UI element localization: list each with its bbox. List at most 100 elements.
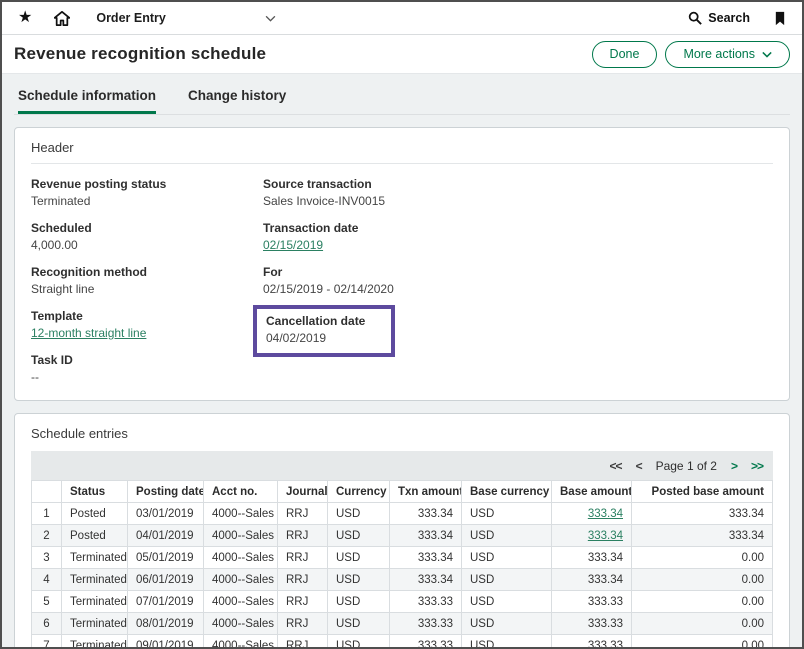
column-header-currency: Currency <box>327 480 390 503</box>
field-label: For <box>263 265 283 279</box>
pagination-prev-button[interactable]: < <box>635 458 643 473</box>
field-value: Sales Invoice-INV0015 <box>263 194 386 208</box>
cell-posted-base-amount: 0.00 <box>631 612 773 635</box>
cell-acct-no: 4000--Sales <box>203 502 278 525</box>
table-row: 4 Terminated 06/01/2019 4000--Sales RRJ USD 33… <box>31 568 773 591</box>
table-row: 1 Posted 03/01/2019 4000--Sales RRJ USD 333.34… <box>31 502 773 525</box>
table-header-row: Status Posting date Acct no. Journal Currenc… <box>31 480 773 503</box>
field-template: Template 12-month straight line <box>31 309 263 340</box>
header-card-title: Header <box>31 140 773 164</box>
field-value: 02/15/2019 <box>263 238 773 252</box>
cell-currency: USD <box>327 502 390 525</box>
done-button[interactable]: Done <box>591 40 658 68</box>
search-button[interactable]: Search <box>688 11 750 25</box>
pagination-first-button[interactable]: << <box>609 458 623 473</box>
cell-base-amount: 333.33 <box>551 634 632 647</box>
tab-schedule-information[interactable]: Schedule information <box>18 88 157 114</box>
cell-base-amount: 333.34 <box>551 546 632 569</box>
cell-posted-base-amount: 0.00 <box>631 546 773 569</box>
cell-base-amount: 333.34 <box>551 524 632 547</box>
cell-txn-amount: 333.34 <box>389 502 462 525</box>
column-header-row-number <box>31 480 62 503</box>
cell-base-currency: USD <box>461 502 552 525</box>
topbar: ★ Order Entry Search <box>2 2 802 35</box>
cell-journal: RRJ <box>277 612 328 635</box>
field-value: 4,000.00 <box>31 238 78 252</box>
table-row: 7 Terminated 09/01/2019 4000--Sales RRJ USD 33… <box>31 634 773 647</box>
cell-base-currency: USD <box>461 524 552 547</box>
cell-base-currency: USD <box>461 634 552 647</box>
module-dropdown[interactable]: Order Entry <box>96 11 276 25</box>
template-link[interactable]: 12-month straight line <box>31 326 147 340</box>
bookmark-icon[interactable] <box>774 11 786 26</box>
column-header-acct-no: Acct no. <box>203 480 278 503</box>
field-value: Straight line <box>31 282 95 296</box>
base-amount-link[interactable]: 333.34 <box>587 507 623 520</box>
home-icon[interactable] <box>54 10 71 26</box>
cell-acct-no: 4000--Sales <box>203 634 278 647</box>
cell-currency: USD <box>327 546 390 569</box>
field-source-transaction: Source transaction Sales Invoice-INV0015 <box>263 177 773 208</box>
cell-txn-amount: 333.34 <box>389 568 462 591</box>
tab-bar: Schedule information Change history <box>14 74 790 115</box>
column-header-posting-date: Posting date <box>127 480 204 503</box>
cell-base-amount: 333.33 <box>551 612 632 635</box>
pagination-last-button[interactable]: >> <box>750 458 764 473</box>
cell-txn-amount: 333.34 <box>389 546 462 569</box>
cell-posting-date: 07/01/2019 <box>127 590 204 613</box>
page-actions: Done More actions <box>591 40 790 68</box>
page-content: Schedule information Change history Head… <box>2 74 802 647</box>
cell-currency: USD <box>327 590 390 613</box>
field-label: Template <box>31 309 83 323</box>
base-amount-link[interactable]: 333.34 <box>587 529 623 542</box>
header-fields: Revenue posting status Terminated Schedule… <box>31 164 773 384</box>
field-value: Terminated <box>31 194 91 208</box>
cell-status: Terminated <box>61 590 128 613</box>
cell-currency: USD <box>327 568 390 591</box>
cell-row-number: 4 <box>31 568 62 591</box>
pagination-next-button[interactable]: > <box>730 458 738 473</box>
column-header-journal: Journal <box>277 480 328 503</box>
cell-base-currency: USD <box>461 612 552 635</box>
column-header-txn-amount: Txn amount <box>389 480 462 503</box>
cell-row-number: 1 <box>31 502 62 525</box>
table-row: 3 Terminated 05/01/2019 4000--Sales RRJ USD 33… <box>31 546 773 569</box>
chevron-down-icon <box>762 51 772 58</box>
field-scheduled: Scheduled 4,000.00 <box>31 221 263 252</box>
tab-change-history[interactable]: Change history <box>188 88 287 103</box>
more-actions-button[interactable]: More actions <box>665 40 790 68</box>
cell-posting-date: 04/01/2019 <box>127 524 204 547</box>
cell-posted-base-amount: 0.00 <box>631 590 773 613</box>
field-label: Revenue posting status <box>31 177 167 191</box>
field-value: 04/02/2019 <box>266 331 327 345</box>
header-card: Header Revenue posting status Terminated S… <box>14 127 790 401</box>
cell-acct-no: 4000--Sales <box>203 568 278 591</box>
cell-acct-no: 4000--Sales <box>203 590 278 613</box>
cell-journal: RRJ <box>277 546 328 569</box>
cell-posting-date: 08/01/2019 <box>127 612 204 635</box>
field-transaction-date: Transaction date 02/15/2019 <box>263 221 773 252</box>
schedule-entries-table: Status Posting date Acct no. Journal Currenc… <box>31 480 773 647</box>
cell-status: Terminated <box>61 634 128 647</box>
field-task-id: Task ID -- <box>31 353 263 384</box>
column-header-base-amount: Base amount <box>551 480 632 503</box>
header-fields-left-column: Revenue posting status Terminated Schedule… <box>31 164 263 384</box>
star-icon[interactable]: ★ <box>18 9 33 26</box>
cell-journal: RRJ <box>277 634 328 647</box>
cell-status: Terminated <box>61 612 128 635</box>
transaction-date-link[interactable]: 02/15/2019 <box>263 238 324 252</box>
module-dropdown-label: Order Entry <box>96 11 166 25</box>
cell-posted-base-amount: 0.00 <box>631 568 773 591</box>
cell-base-currency: USD <box>461 546 552 569</box>
column-header-status: Status <box>61 480 128 503</box>
table-row: 2 Posted 04/01/2019 4000--Sales RRJ USD 333.34… <box>31 524 773 547</box>
search-icon <box>689 11 703 25</box>
table-toolbar: << < Page 1 of 2 > >> <box>31 451 773 480</box>
field-label: Transaction date <box>263 221 359 235</box>
column-header-base-currency: Base currency <box>461 480 552 503</box>
schedule-entries-card: Schedule entries << < Page 1 of 2 > >> S… <box>14 413 790 647</box>
field-value: 12-month straight line <box>31 326 263 340</box>
cell-currency: USD <box>327 524 390 547</box>
cell-status: Posted <box>61 524 128 547</box>
cell-currency: USD <box>327 612 390 635</box>
